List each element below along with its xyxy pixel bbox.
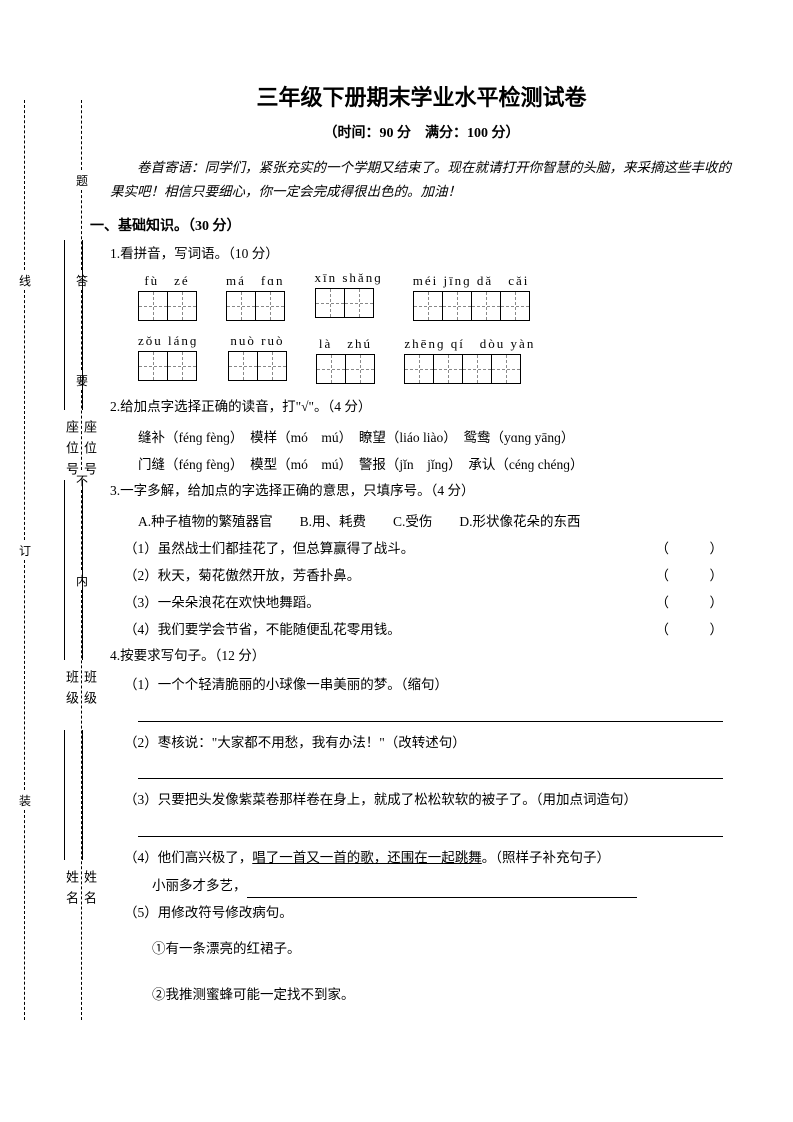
- char-box[interactable]: [345, 354, 375, 384]
- answer-line[interactable]: [138, 757, 723, 779]
- pinyin-text: xīn shǎnɡ: [315, 270, 383, 286]
- pinyin-text: zhēnɡ qí dòu yàn: [404, 333, 535, 352]
- char-box[interactable]: [344, 288, 374, 318]
- q3-item-text: （1）虽然战士们都挂花了，但总算赢得了战斗。: [124, 535, 414, 562]
- answer-paren[interactable]: （ ）: [656, 589, 724, 616]
- q3-item-3: （3）一朵朵浪花在欢快地舞蹈。 （ ）: [124, 589, 723, 616]
- char-box[interactable]: [413, 291, 443, 321]
- section-1-title: 一、基础知识。（30 分）: [90, 215, 733, 235]
- q3-options: A.种子植物的繁殖器官 B.用、耗费 C.受伤 D.形状像花朵的东西: [138, 508, 733, 535]
- cut-line: 线 订 装: [18, 100, 30, 1020]
- pinyin-group: là zhú: [316, 333, 374, 384]
- char-box[interactable]: [404, 354, 434, 384]
- pinyin-group: zhēnɡ qí dòu yàn: [404, 333, 535, 384]
- intro-text: 卷首寄语：同学们，紧张充实的一个学期又结束了。现在就请打开你智慧的头脑，来采摘这…: [110, 156, 733, 205]
- hint-char: 答: [75, 272, 89, 289]
- cut-char: 订: [18, 542, 32, 559]
- q3-title: 3.一字多解，给加点的字选择正确的意思，只填序号。（4 分）: [110, 478, 733, 504]
- hint-char: 内: [75, 572, 89, 589]
- pinyin-row-2: zǒu lánɡ nuò ruò là zhú zhēnɡ qí dòu yàn: [138, 333, 733, 384]
- q3-item-text: （3）一朵朵浪花在欢快地舞蹈。: [124, 589, 320, 616]
- q4-4a: （4）他们高兴极了，: [124, 850, 252, 865]
- char-box[interactable]: [138, 291, 168, 321]
- q4-item-3: （3）只要把头发像紫菜卷那样卷在身上，就成了松松软软的被子了。（用加点词造句）: [124, 787, 733, 813]
- q2-title: 2.给加点字选择正确的读音，打"√"。（4 分）: [110, 394, 733, 420]
- char-box[interactable]: [491, 354, 521, 384]
- exam-title: 三年级下册期末学业水平检测试卷: [110, 80, 733, 112]
- q3-item-text: （4）我们要学会节省，不能随便乱花零用钱。: [124, 616, 401, 643]
- q4-title: 4.按要求写句子。（12 分）: [110, 643, 733, 669]
- pinyin-text: là zhú: [316, 333, 374, 352]
- answer-line[interactable]: [138, 815, 723, 837]
- q3-item-2: （2）秋天，菊花傲然开放，芳香扑鼻。 （ ）: [124, 562, 723, 589]
- hint-char: 不: [75, 472, 89, 489]
- q4-item-5: （5）用修改符号修改病句。: [124, 900, 733, 926]
- char-box[interactable]: [167, 351, 197, 381]
- char-box[interactable]: [433, 354, 463, 384]
- q4-item-4: （4）他们高兴极了，唱了一首又一首的歌，还围在一起跳舞。（照样子补充句子）: [124, 845, 733, 871]
- char-box[interactable]: [500, 291, 530, 321]
- char-box[interactable]: [167, 291, 197, 321]
- fill-line[interactable]: [247, 882, 637, 898]
- char-box[interactable]: [462, 354, 492, 384]
- pinyin-text: má fɑn: [226, 270, 285, 289]
- q2-line2: 门缝（fénɡ fènɡ） 模型（mó mú） 警报（jǐn jǐnɡ） 承认（…: [138, 451, 733, 478]
- answer-paren[interactable]: （ ）: [656, 562, 724, 589]
- q4-4-fill-text: 小丽多才多艺，: [152, 878, 247, 893]
- char-box[interactable]: [316, 354, 346, 384]
- answer-paren[interactable]: （ ）: [656, 616, 724, 643]
- q4-5-2: ②我推测蜜蜂可能一定找不到家。: [152, 982, 733, 1008]
- sidebar-underline: [64, 730, 65, 860]
- hint-char: 题: [75, 172, 89, 189]
- pinyin-group: zǒu lánɡ: [138, 333, 198, 384]
- pinyin-group: má fɑn: [226, 270, 285, 321]
- q4-4b-underlined: 唱了一首又一首的歌，还围在一起跳舞: [252, 850, 482, 865]
- answer-line[interactable]: [138, 700, 723, 722]
- pinyin-text: méi jīnɡ dǎ cǎi: [413, 270, 530, 289]
- char-box[interactable]: [315, 288, 345, 318]
- pinyin-group: nuò ruò: [228, 333, 286, 384]
- q4-4c: 。（照样子补充句子）: [482, 850, 610, 865]
- pinyin-group: xīn shǎnɡ: [315, 270, 383, 321]
- pinyin-row-1: fù zé má fɑn xīn shǎnɡ méi jīnɡ dǎ cǎi: [138, 270, 733, 321]
- cut-char: 装: [18, 792, 32, 809]
- q3-item-1: （1）虽然战士们都挂花了，但总算赢得了战斗。 （ ）: [124, 535, 723, 562]
- answer-paren[interactable]: （ ）: [656, 535, 724, 562]
- q3-item-text: （2）秋天，菊花傲然开放，芳香扑鼻。: [124, 562, 360, 589]
- pinyin-group: méi jīnɡ dǎ cǎi: [413, 270, 530, 321]
- binding-sidebar: 姓名 班级 座位号 姓名 班级 座位号: [30, 140, 100, 1040]
- char-box[interactable]: [228, 351, 258, 381]
- q4-item-1: （1）一个个轻清脆丽的小球像一串美丽的梦。（缩句）: [124, 672, 733, 698]
- q4-item-2: （2）枣核说："大家都不用愁，我有办法！"（改转述句）: [124, 730, 733, 756]
- sidebar-underline: [64, 240, 65, 410]
- hint-line: 题 答 要 不 内: [75, 100, 87, 1020]
- q4-item-4-fill: 小丽多才多艺，: [152, 873, 733, 899]
- pinyin-text: zǒu lánɡ: [138, 333, 198, 349]
- char-box[interactable]: [442, 291, 472, 321]
- pinyin-group: fù zé: [138, 270, 196, 321]
- char-box[interactable]: [471, 291, 501, 321]
- cut-char: 线: [18, 272, 32, 289]
- sidebar-underline: [64, 480, 65, 660]
- hint-char: 要: [75, 372, 89, 389]
- q4-5-1: ①有一条漂亮的红裙子。: [152, 936, 733, 962]
- pinyin-text: fù zé: [138, 270, 196, 289]
- char-box[interactable]: [138, 351, 168, 381]
- char-box[interactable]: [255, 291, 285, 321]
- q3-item-4: （4）我们要学会节省，不能随便乱花零用钱。 （ ）: [124, 616, 723, 643]
- exam-subtitle: （时间：90 分 满分：100 分）: [110, 122, 733, 142]
- pinyin-text: nuò ruò: [228, 333, 286, 349]
- char-box[interactable]: [226, 291, 256, 321]
- char-box[interactable]: [257, 351, 287, 381]
- q1-title: 1.看拼音，写词语。（10 分）: [110, 241, 733, 267]
- q2-line1: 缝补（fénɡ fènɡ） 模样（mó mú） 瞭望（liáo liào） 鸳鸯…: [138, 424, 733, 451]
